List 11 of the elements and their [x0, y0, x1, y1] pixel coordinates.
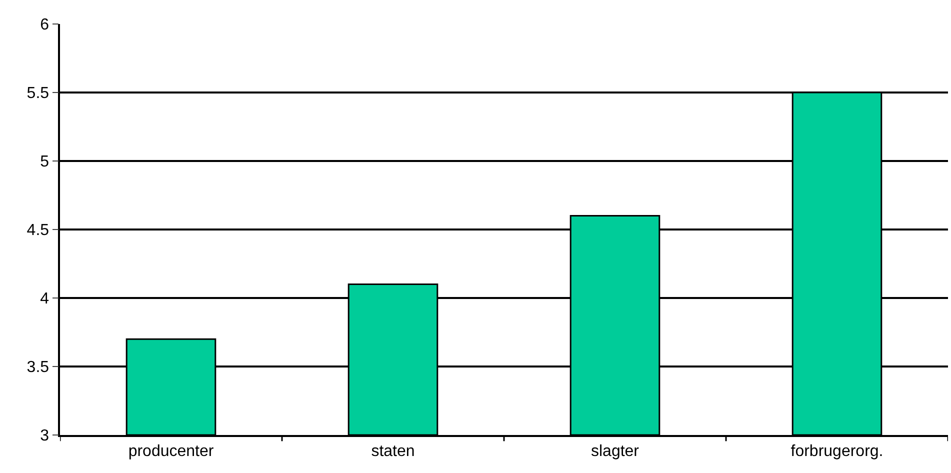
x-tick-label: staten — [371, 442, 415, 460]
y-tick-label: 5 — [40, 154, 50, 171]
x-tick-label: forbrugerorg. — [790, 442, 884, 460]
x-tick-label: slagter — [590, 442, 640, 460]
y-tick-label: 4 — [40, 290, 50, 308]
y-tick-label: 3 — [40, 428, 50, 445]
y-tick-label: 5.5 — [26, 85, 50, 102]
x-tick-label: producenter — [128, 442, 214, 460]
y-tick-label: 6 — [40, 16, 50, 34]
y-tick-label: 4.5 — [26, 222, 50, 240]
y-tick-label: 3.5 — [26, 359, 50, 376]
